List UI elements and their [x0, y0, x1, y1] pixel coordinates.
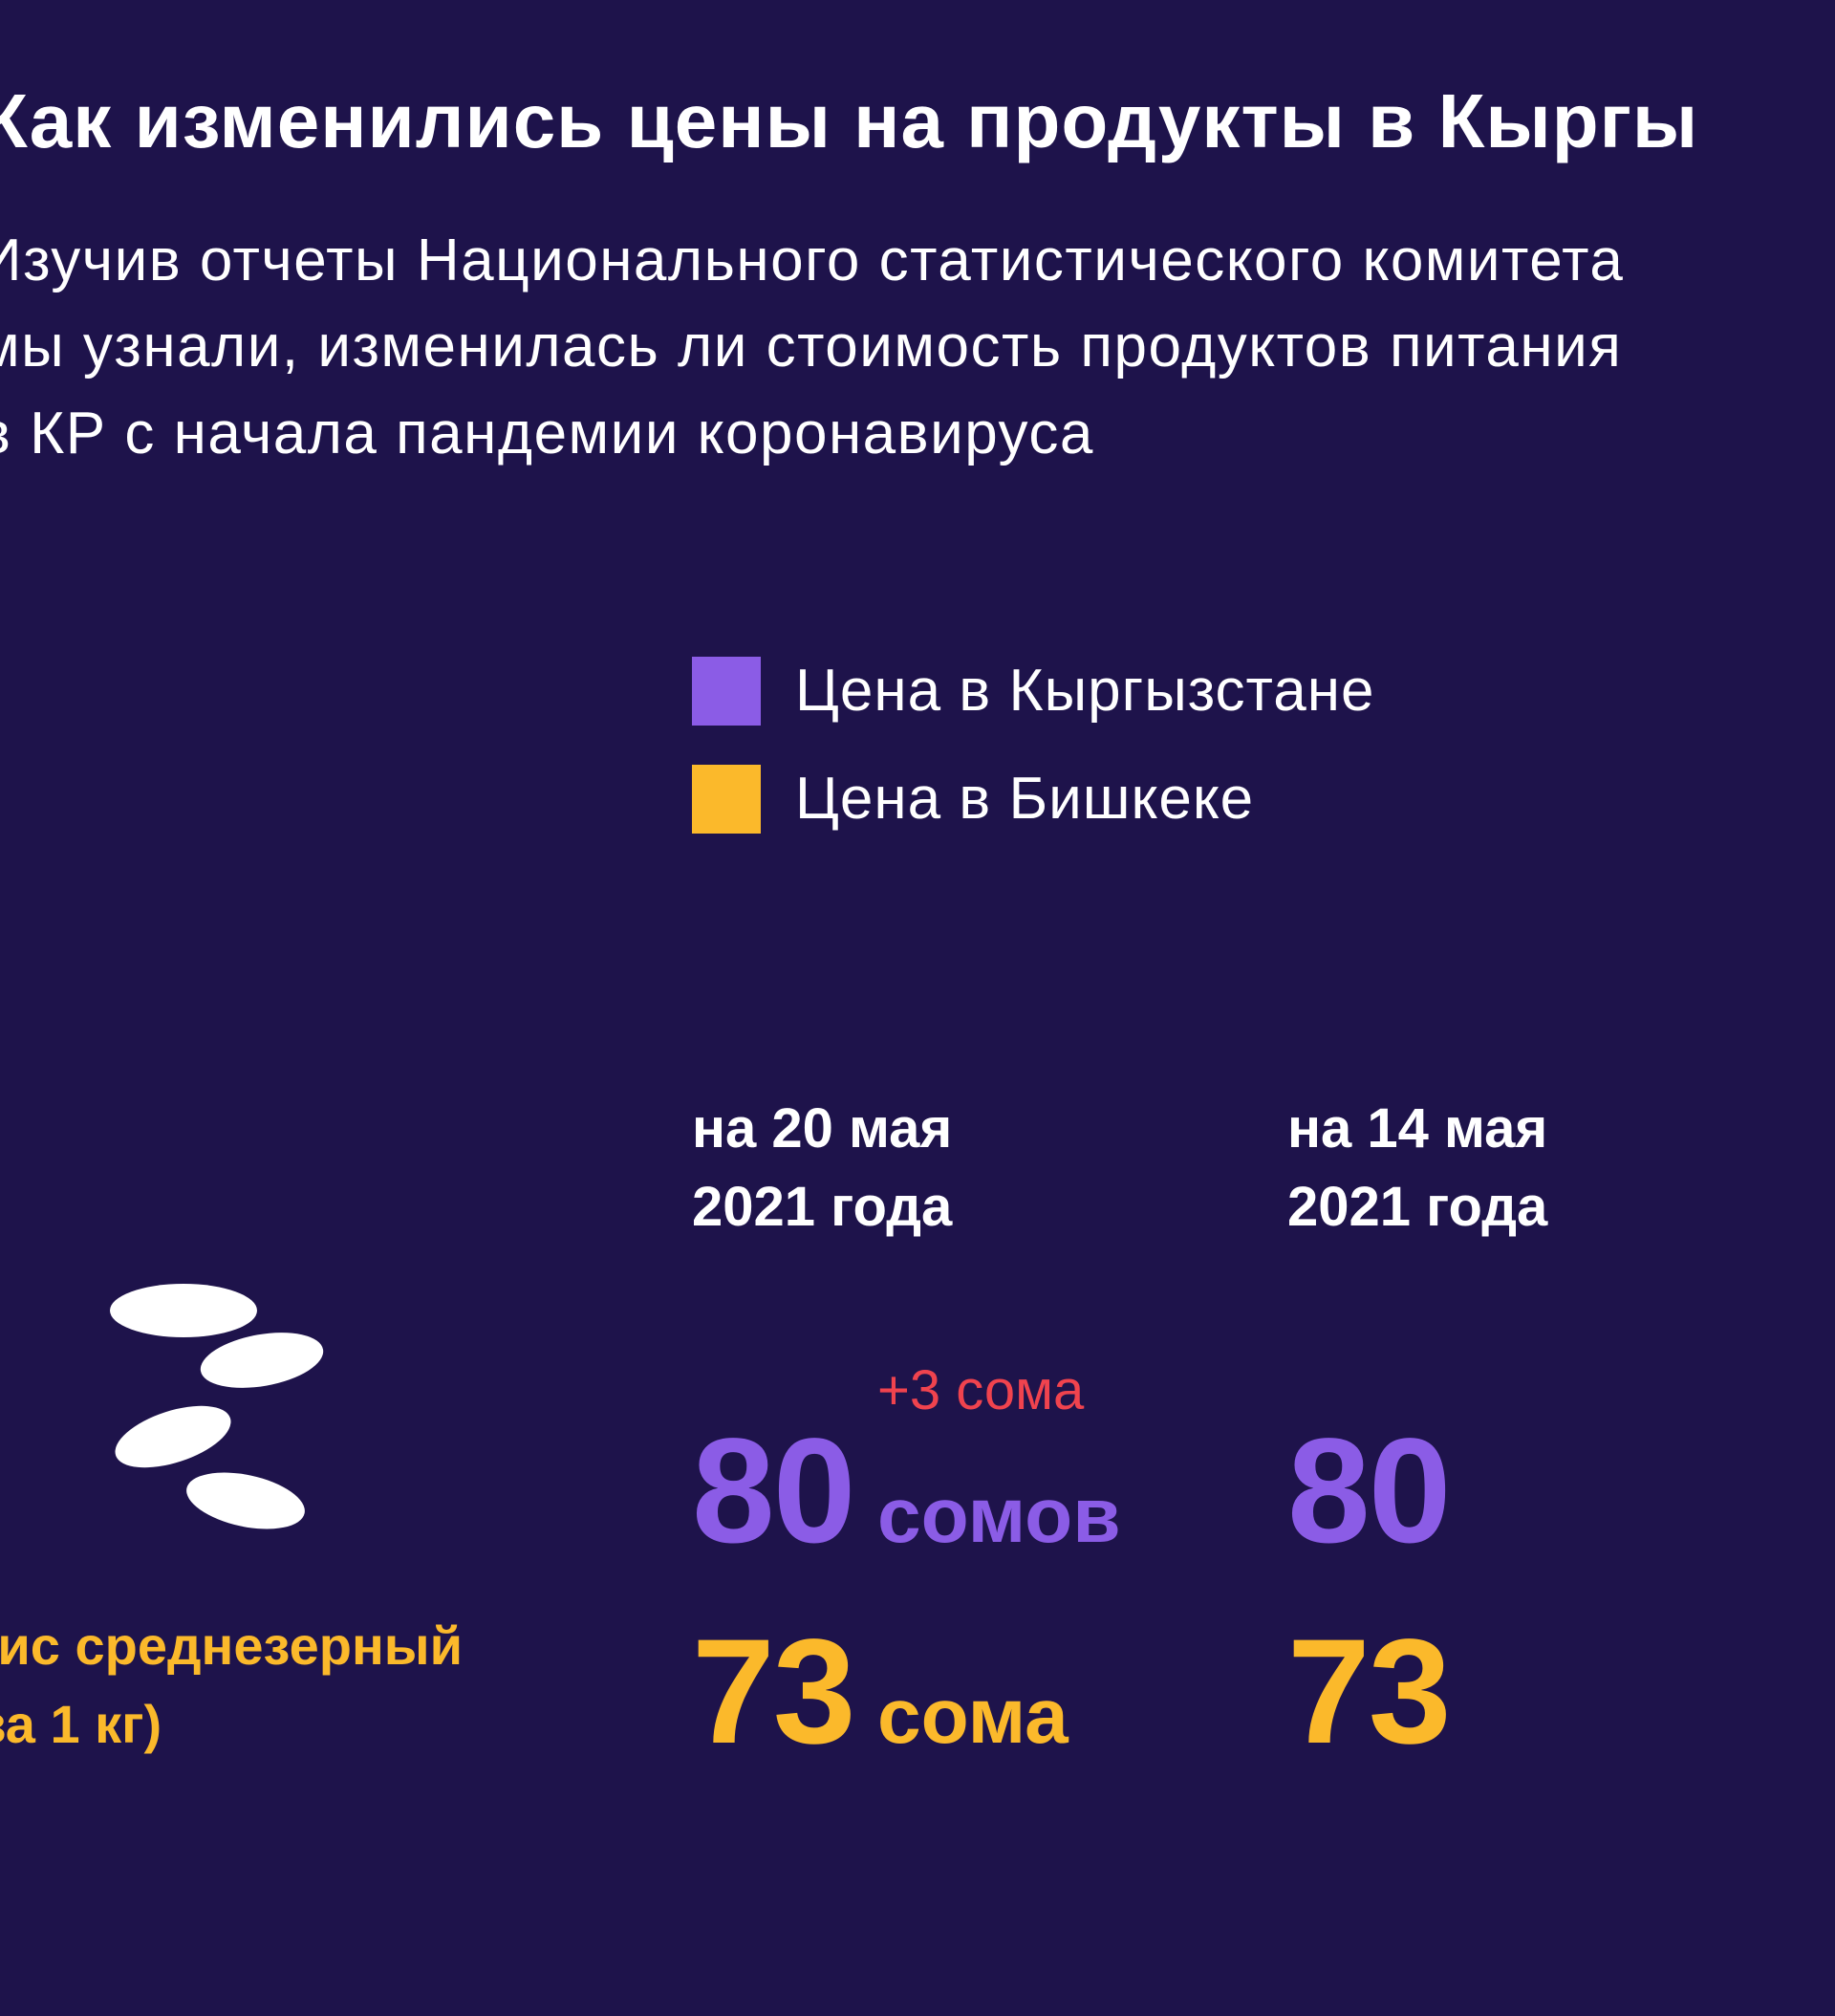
- column-date-current: на 20 мая 2021 года: [692, 1090, 952, 1246]
- subtitle-line: мы узнали, изменилась ли стоимость проду…: [0, 314, 1623, 379]
- rice-grains-icon: [110, 1284, 324, 1529]
- subtitle-line: в КР с начала пандемии коронавируса: [0, 401, 1094, 466]
- date-line: 2021 года: [1287, 1176, 1548, 1238]
- price-kyrgyzstan-previous: 80: [1287, 1408, 1452, 1574]
- price-value: 73: [692, 1609, 856, 1775]
- legend-swatch-bishkek: [692, 765, 761, 834]
- date-line: на 14 мая: [1287, 1097, 1548, 1160]
- price-change-label: +3 сома: [877, 1359, 1085, 1421]
- date-line: 2021 года: [692, 1176, 953, 1238]
- legend-swatch-kyrgyzstan: [692, 657, 761, 726]
- price-bishkek-current: 73 сома: [692, 1615, 1069, 1768]
- date-line: на 20 мая: [692, 1097, 953, 1160]
- product-name-line: Рис среднезерный: [0, 1615, 464, 1676]
- product-name-line: (за 1 кг): [0, 1694, 162, 1754]
- product-name: Рис среднезерный (за 1 кг): [0, 1607, 463, 1764]
- price-value: 80: [692, 1408, 856, 1574]
- price-unit: сомов: [876, 1472, 1121, 1559]
- price-unit: сома: [876, 1673, 1069, 1760]
- price-bishkek-previous: 73: [1287, 1609, 1452, 1775]
- subtitle-line: Изучив отчеты Национального статистическ…: [0, 228, 1625, 293]
- page-title: Как изменились цены на продукты в Кыргы: [0, 78, 1699, 163]
- column-date-previous: на 14 мая 2021 года: [1287, 1090, 1547, 1246]
- price-kyrgyzstan-current: 80 сомов: [692, 1415, 1121, 1568]
- legend-label-bishkek: Цена в Бишкеке: [795, 766, 1255, 832]
- legend-label-kyrgyzstan: Цена в Кыргызстане: [795, 658, 1375, 724]
